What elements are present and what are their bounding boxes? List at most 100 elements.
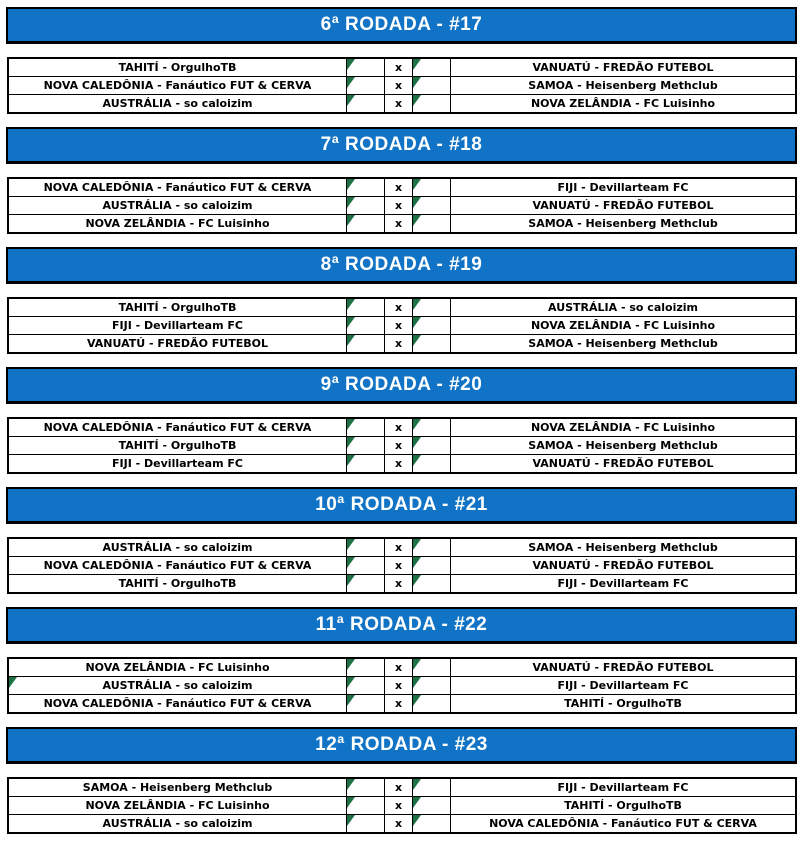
round-section-23: 12ª RODADA - #23 SAMOA - Heisenberg Meth… <box>0 727 804 834</box>
home-score-cell[interactable] <box>347 539 385 556</box>
away-score-cell[interactable] <box>413 695 451 712</box>
fixture-table: TAHITÍ - OrgulhoTB x VANUATÚ - FREDÃO FU… <box>7 57 797 114</box>
versus-cell: x <box>385 695 413 712</box>
home-score-cell[interactable] <box>347 335 385 352</box>
away-team-label: SAMOA - Heisenberg Methclub <box>528 337 718 350</box>
home-score-cell[interactable] <box>347 815 385 832</box>
home-team-label: TAHITÍ - OrgulhoTB <box>118 301 237 314</box>
home-team-label: SAMOA - Heisenberg Methclub <box>82 781 273 794</box>
home-score-cell[interactable] <box>347 575 385 592</box>
home-score-cell[interactable] <box>347 437 385 454</box>
away-team-cell: FIJI - Devillarteam FC <box>451 779 795 796</box>
home-score-cell[interactable] <box>347 695 385 712</box>
away-score-cell[interactable] <box>413 317 451 334</box>
home-score-cell[interactable] <box>347 677 385 694</box>
formula-warning-triangle-icon <box>413 815 421 826</box>
home-score-cell[interactable] <box>347 95 385 112</box>
home-score-cell[interactable] <box>347 299 385 316</box>
home-team-cell: FIJI - Devillarteam FC <box>9 317 347 334</box>
formula-warning-triangle-icon <box>413 419 421 430</box>
away-team-label: FIJI - Devillarteam FC <box>557 679 689 692</box>
formula-warning-triangle-icon <box>413 77 421 88</box>
fixture-table: NOVA ZELÂNDIA - FC Luisinho x VANUATÚ - … <box>7 657 797 714</box>
away-score-cell[interactable] <box>413 797 451 814</box>
fixture-table: TAHITÍ - OrgulhoTB x AUSTRÁLIA - so calo… <box>7 297 797 354</box>
round-header: 12ª RODADA - #23 <box>6 727 797 764</box>
away-score-cell[interactable] <box>413 419 451 436</box>
away-score-cell[interactable] <box>413 455 451 472</box>
away-team-label: VANUATÚ - FREDÃO FUTEBOL <box>532 661 714 674</box>
home-score-cell[interactable] <box>347 557 385 574</box>
away-team-label: VANUATÚ - FREDÃO FUTEBOL <box>532 559 714 572</box>
away-team-cell: VANUATÚ - FREDÃO FUTEBOL <box>451 659 795 676</box>
fixture-table: NOVA CALEDÔNIA - Fanáutico FUT & CERVA x… <box>7 417 797 474</box>
versus-label: x <box>394 697 403 710</box>
formula-warning-triangle-icon <box>413 299 421 310</box>
versus-label: x <box>394 541 403 554</box>
home-team-label: TAHITÍ - OrgulhoTB <box>118 577 237 590</box>
home-score-cell[interactable] <box>347 419 385 436</box>
away-score-cell[interactable] <box>413 179 451 196</box>
home-team-cell: NOVA ZELÂNDIA - FC Luisinho <box>9 659 347 676</box>
away-team-label: VANUATÚ - FREDÃO FUTEBOL <box>532 199 714 212</box>
formula-warning-triangle-icon <box>347 677 355 688</box>
home-score-cell[interactable] <box>347 779 385 796</box>
home-score-cell[interactable] <box>347 215 385 232</box>
round-title: 12ª RODADA - #23 <box>315 734 488 755</box>
round-header: 6ª RODADA - #17 <box>6 7 797 44</box>
home-team-cell: AUSTRÁLIA - so caloizim <box>9 197 347 214</box>
away-team-label: FIJI - Devillarteam FC <box>557 781 689 794</box>
home-team-cell: AUSTRÁLIA - so caloizim <box>9 677 347 694</box>
versus-label: x <box>394 817 403 830</box>
round-section-21: 10ª RODADA - #21 AUSTRÁLIA - so caloizim… <box>0 487 804 594</box>
home-score-cell[interactable] <box>347 179 385 196</box>
away-score-cell[interactable] <box>413 437 451 454</box>
away-score-cell[interactable] <box>413 215 451 232</box>
home-score-cell[interactable] <box>347 797 385 814</box>
away-score-cell[interactable] <box>413 557 451 574</box>
away-team-label: TAHITÍ - OrgulhoTB <box>564 799 682 812</box>
home-score-cell[interactable] <box>347 197 385 214</box>
home-score-cell[interactable] <box>347 59 385 76</box>
away-score-cell[interactable] <box>413 779 451 796</box>
versus-label: x <box>394 661 403 674</box>
home-score-cell[interactable] <box>347 659 385 676</box>
away-score-cell[interactable] <box>413 677 451 694</box>
away-team-cell: TAHITÍ - OrgulhoTB <box>451 695 795 712</box>
away-score-cell[interactable] <box>413 59 451 76</box>
versus-label: x <box>394 79 403 92</box>
home-team-cell: NOVA ZELÂNDIA - FC Luisinho <box>9 797 347 814</box>
home-score-cell[interactable] <box>347 77 385 94</box>
formula-warning-triangle-icon <box>347 77 355 88</box>
away-score-cell[interactable] <box>413 197 451 214</box>
round-title: 10ª RODADA - #21 <box>315 494 488 515</box>
formula-warning-triangle-icon <box>347 95 355 106</box>
away-team-cell: NOVA CALEDÔNIA - Fanáutico FUT & CERVA <box>451 815 795 832</box>
away-score-cell[interactable] <box>413 77 451 94</box>
match-row: TAHITÍ - OrgulhoTB x SAMOA - Heisenberg … <box>9 437 795 455</box>
away-score-cell[interactable] <box>413 95 451 112</box>
away-score-cell[interactable] <box>413 815 451 832</box>
home-score-cell[interactable] <box>347 317 385 334</box>
formula-warning-triangle-icon <box>413 455 421 466</box>
away-team-cell: NOVA ZELÂNDIA - FC Luisinho <box>451 317 795 334</box>
match-row: FIJI - Devillarteam FC x NOVA ZELÂNDIA -… <box>9 317 795 335</box>
match-row: AUSTRÁLIA - so caloizim x FIJI - Devilla… <box>9 677 795 695</box>
away-score-cell[interactable] <box>413 299 451 316</box>
formula-warning-triangle-icon <box>347 575 355 586</box>
home-score-cell[interactable] <box>347 455 385 472</box>
formula-warning-triangle-icon <box>413 197 421 208</box>
home-team-cell: AUSTRÁLIA - so caloizim <box>9 95 347 112</box>
formula-warning-triangle-icon <box>347 557 355 568</box>
away-score-cell[interactable] <box>413 575 451 592</box>
versus-cell: x <box>385 299 413 316</box>
versus-label: x <box>394 301 403 314</box>
away-score-cell[interactable] <box>413 659 451 676</box>
away-team-cell: VANUATÚ - FREDÃO FUTEBOL <box>451 455 795 472</box>
away-score-cell[interactable] <box>413 335 451 352</box>
away-score-cell[interactable] <box>413 539 451 556</box>
formula-warning-triangle-icon <box>347 335 355 346</box>
home-team-cell: FIJI - Devillarteam FC <box>9 455 347 472</box>
round-section-19: 8ª RODADA - #19 TAHITÍ - OrgulhoTB x AUS… <box>0 247 804 354</box>
formula-warning-triangle-icon <box>413 317 421 328</box>
